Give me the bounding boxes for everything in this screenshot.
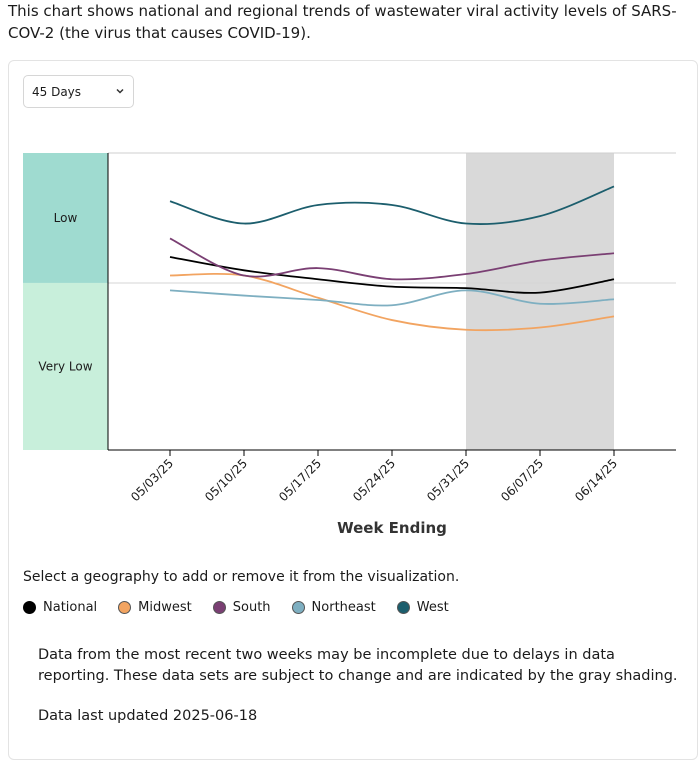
band-low [23, 153, 108, 283]
chevron-down-icon [115, 85, 125, 99]
x-tick-label: 05/03/25 [128, 456, 176, 504]
intro-text: This chart shows national and regional t… [8, 2, 677, 42]
band-label: Low [54, 211, 78, 225]
legend-item-national[interactable]: National [23, 600, 97, 615]
series-line-west [169, 185, 615, 225]
trend-chart: Very Low Low 05/03/25 05/10/25 05/17/25 05/24… [23, 152, 676, 537]
legend-item-south[interactable]: South [212, 600, 271, 615]
x-tick-label: 05/10/25 [202, 456, 250, 504]
legend-swatch [291, 601, 305, 614]
band-very-low [23, 282, 108, 450]
time-range-value: 45 Days [32, 84, 82, 99]
legend-swatch [23, 601, 36, 614]
legend: National Midwest South Northeast West [23, 600, 470, 615]
x-tick-label: 05/31/25 [424, 456, 472, 504]
legend-label: Midwest [138, 600, 192, 615]
legend-item-west[interactable]: West [396, 600, 449, 615]
band-label: Very Low [38, 359, 92, 373]
legend-label: South [232, 600, 271, 615]
x-axis-title: Week Ending [337, 519, 447, 537]
legend-label: Northeast [311, 600, 376, 615]
legend-swatch [396, 601, 410, 614]
x-tick-label: 05/17/25 [276, 456, 324, 504]
series-line-national [169, 256, 615, 294]
legend-swatch [118, 601, 132, 614]
legend-label: National [43, 600, 98, 615]
legend-label: West [416, 600, 449, 615]
legend-swatch [212, 601, 226, 614]
x-tick-label: 06/14/25 [572, 456, 620, 504]
time-range-select[interactable]: 45 Days [23, 75, 134, 108]
series-line-northeast [169, 289, 615, 307]
legend-instruction: Select a geography to add or remove it f… [23, 569, 460, 585]
x-tick-label: 05/24/25 [350, 456, 398, 504]
x-tick-label: 06/07/25 [498, 456, 546, 504]
last-updated: Data last updated 2025-06-18 [38, 708, 258, 724]
series-line-south [169, 237, 615, 281]
legend-item-midwest[interactable]: Midwest [118, 600, 192, 615]
legend-item-northeast[interactable]: Northeast [291, 600, 376, 615]
incomplete-data-note: Data from the most recent two weeks may … [38, 647, 678, 684]
